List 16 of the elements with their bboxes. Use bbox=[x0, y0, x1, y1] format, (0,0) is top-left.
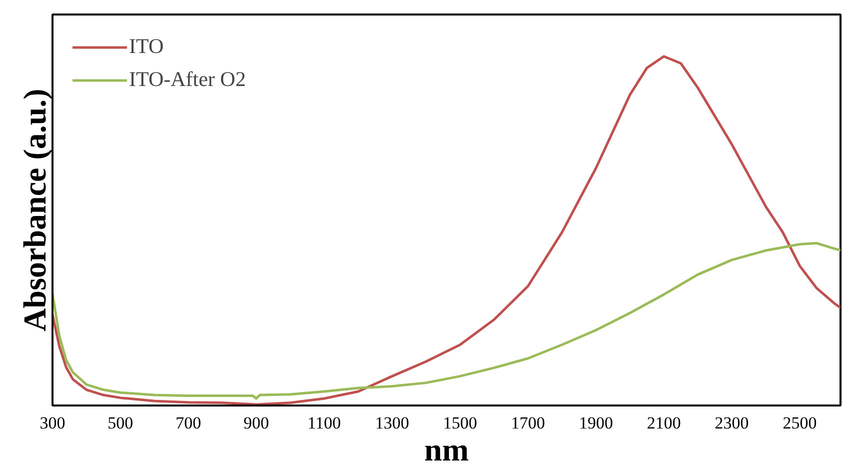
x-tick-label: 2100 bbox=[646, 414, 681, 432]
y-axis-title: Absorbance (a.u.) bbox=[16, 88, 52, 332]
legend-label: ITO-After O2 bbox=[129, 67, 246, 92]
x-tick-label: 1500 bbox=[443, 414, 478, 432]
x-tick-label: 2300 bbox=[714, 414, 749, 432]
x-tick-label: 700 bbox=[176, 414, 202, 432]
x-tick-label: 1900 bbox=[578, 414, 613, 432]
x-tick-label: 900 bbox=[244, 414, 270, 432]
x-tick-label: 500 bbox=[108, 414, 134, 432]
legend-label: ITO bbox=[129, 34, 164, 59]
x-tick-label: 1100 bbox=[308, 414, 341, 432]
x-tick-label: 300 bbox=[40, 414, 66, 432]
x-tick-label: 1700 bbox=[511, 414, 546, 432]
x-axis-title: nm bbox=[424, 432, 470, 468]
x-tick-label: 1300 bbox=[375, 414, 410, 432]
x-tick-label: 2500 bbox=[782, 414, 817, 432]
